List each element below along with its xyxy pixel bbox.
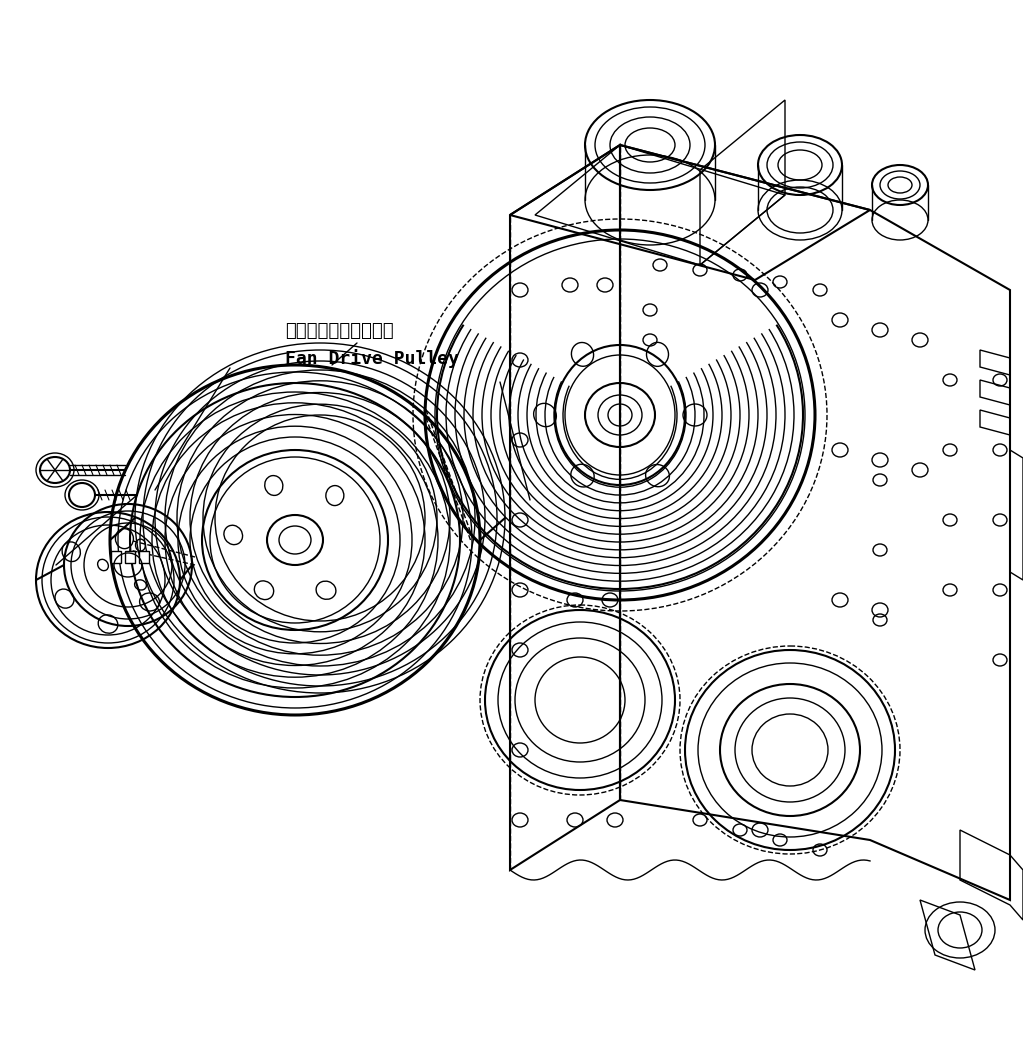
Bar (139, 551, 149, 563)
Text: ファンドライブプーリ: ファンドライブプーリ (285, 322, 394, 340)
Text: Fan Drive Pulley: Fan Drive Pulley (285, 349, 459, 369)
Bar (125, 551, 135, 563)
Bar (112, 551, 121, 563)
